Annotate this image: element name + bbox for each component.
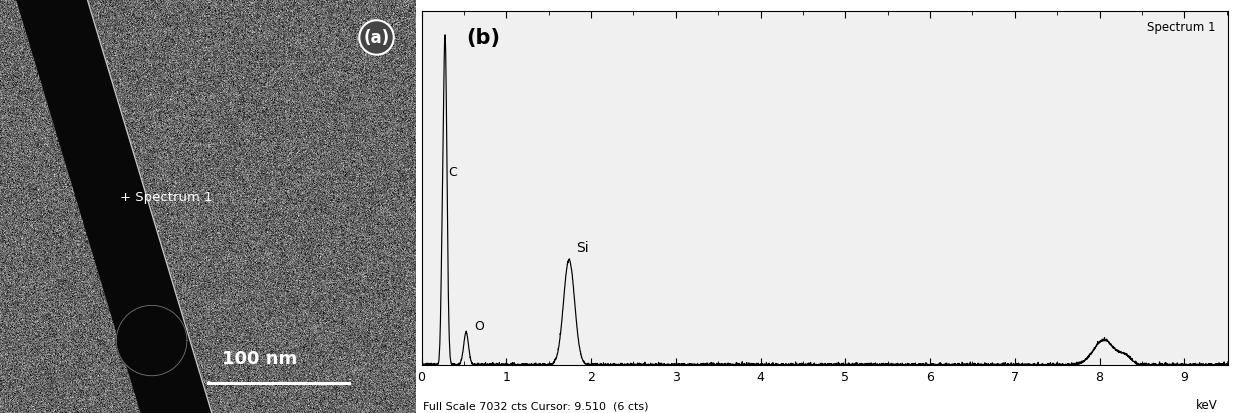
Text: Spectrum 1: Spectrum 1 — [1147, 21, 1215, 34]
Text: Si: Si — [575, 240, 589, 254]
Text: (a): (a) — [363, 29, 389, 47]
Text: 100 nm: 100 nm — [222, 349, 298, 368]
Text: + Spectrum 1: + Spectrum 1 — [120, 190, 213, 203]
Text: C: C — [449, 166, 458, 179]
Polygon shape — [16, 0, 212, 413]
Text: keV: keV — [1195, 398, 1218, 411]
Text: O: O — [474, 320, 484, 332]
Text: (b): (b) — [466, 28, 500, 48]
Text: Full Scale 7032 cts Cursor: 9.510  (6 cts): Full Scale 7032 cts Cursor: 9.510 (6 cts… — [423, 400, 649, 410]
Polygon shape — [117, 306, 187, 376]
